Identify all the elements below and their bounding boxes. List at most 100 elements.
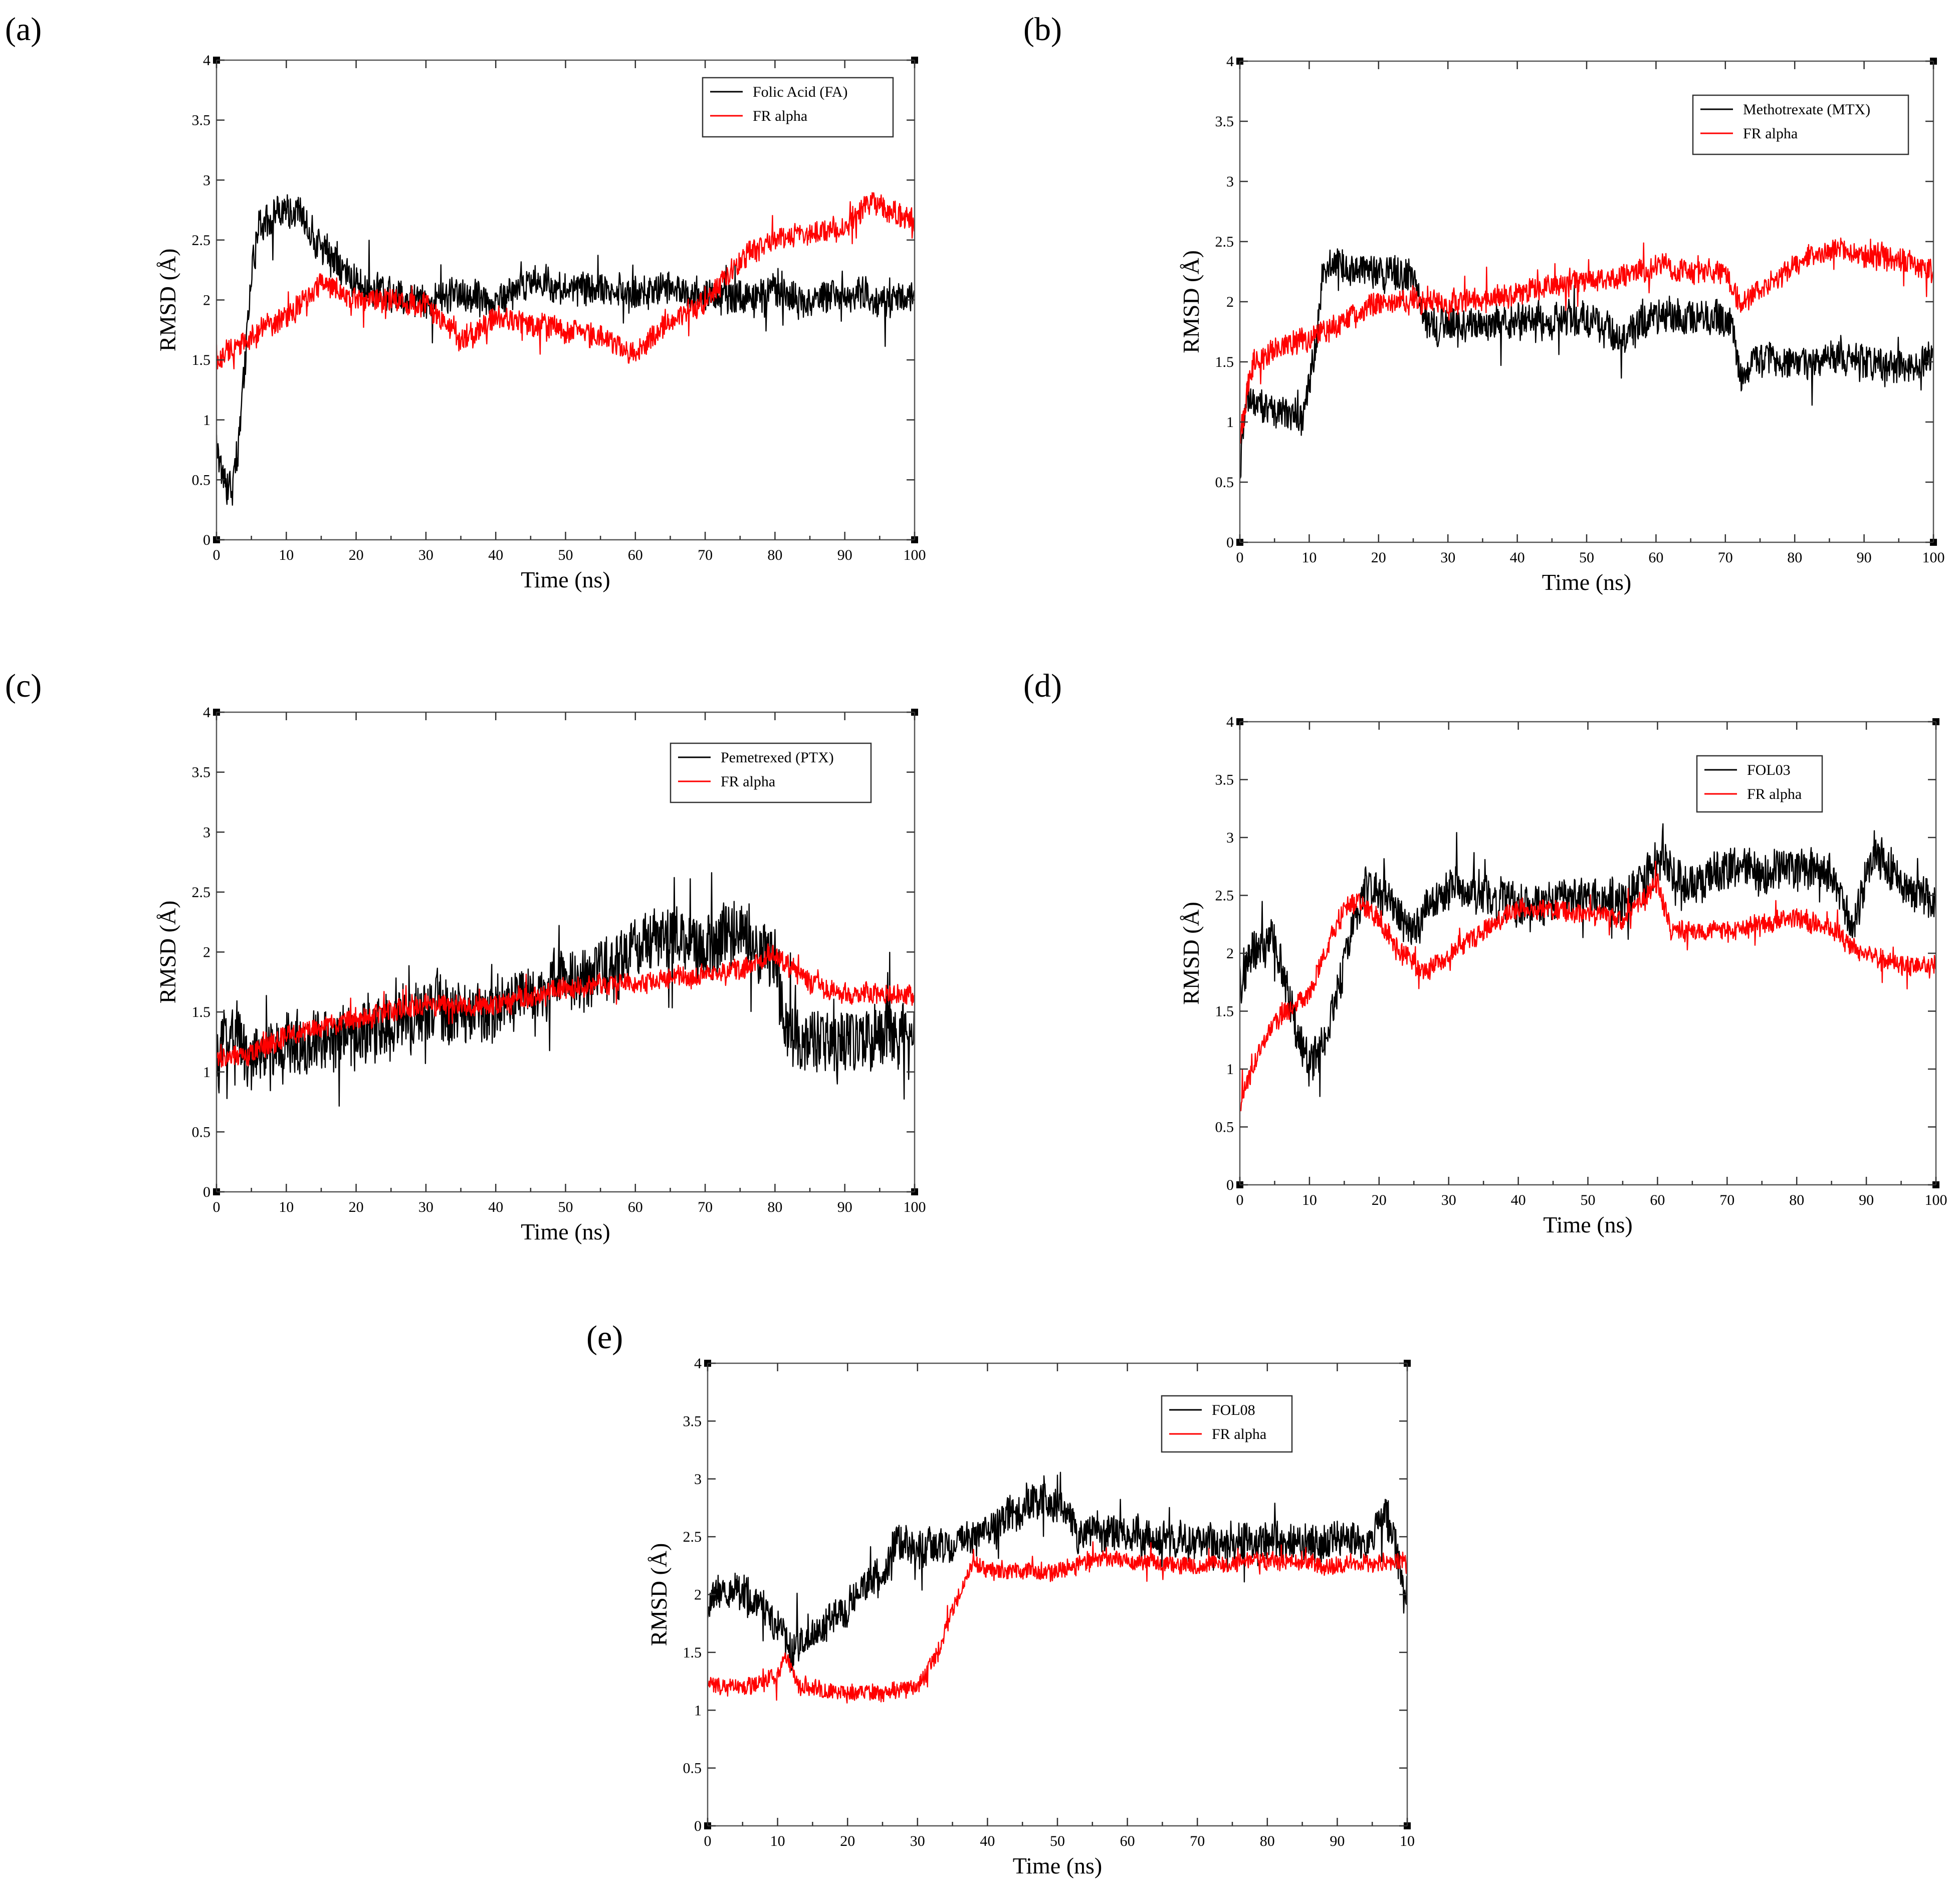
y-tick-label: 3 xyxy=(203,824,210,841)
legend-box xyxy=(670,742,872,803)
x-tick-label: 10 xyxy=(1302,1192,1317,1208)
y-tick-label: 0.5 xyxy=(683,1760,702,1777)
y-tick-label: 2.5 xyxy=(192,884,211,901)
legend-entry: Pemetrexed (PTX) xyxy=(721,749,834,766)
x-tick-label: 40 xyxy=(980,1833,995,1849)
x-tick-label: 100 xyxy=(904,547,926,563)
x-tick-label: 90 xyxy=(1857,549,1872,566)
series-line-ligand xyxy=(708,1472,1407,1671)
y-tick-label: 2.5 xyxy=(192,232,211,249)
y-axis-title: RMSD (Å) xyxy=(155,249,180,352)
chart-panel-2: (b) 0 10 20 30 40 50 60 70 80 90 100 0 0.5 1 1.5 2 2.5 3 3.… xyxy=(1023,11,1945,595)
y-tick-label: 3 xyxy=(694,1471,702,1488)
y-tick-label: 0.5 xyxy=(1215,474,1234,491)
x-tick-label: 0 xyxy=(213,1199,221,1215)
y-tick-label: 2 xyxy=(203,944,210,961)
plot-area xyxy=(1240,823,1936,1112)
x-tick-label: 40 xyxy=(1511,1192,1526,1208)
legend-box xyxy=(702,77,894,138)
panel-label: (b) xyxy=(1023,11,1062,48)
y-tick-label: 1.5 xyxy=(683,1644,702,1661)
y-tick-label: 3.5 xyxy=(192,764,211,781)
legend-entry: FR alpha xyxy=(1743,125,1798,142)
y-tick-label: 1.5 xyxy=(192,1004,211,1020)
legend-entry: FOL08 xyxy=(1212,1402,1255,1418)
legend-entry: FR alpha xyxy=(1212,1426,1266,1442)
y-tick-label: 2.5 xyxy=(1215,234,1234,250)
y-tick-label: 3.5 xyxy=(683,1413,702,1429)
series-line-fr-alpha xyxy=(1240,861,1936,1112)
legend-entry: FR alpha xyxy=(721,773,775,790)
y-tick-label: 2 xyxy=(694,1587,702,1603)
x-tick-label: 0 xyxy=(213,547,221,563)
series-line-fr-alpha xyxy=(708,1541,1407,1704)
y-tick-label: 1 xyxy=(203,1064,210,1081)
legend-entry: Methotrexate (MTX) xyxy=(1743,101,1870,118)
y-tick-label: 3.5 xyxy=(1215,113,1234,130)
x-tick-label: 10 xyxy=(770,1833,785,1849)
y-tick-label: 4 xyxy=(1226,53,1234,70)
y-tick-label: 3 xyxy=(1226,173,1234,190)
x-tick-label: 50 xyxy=(558,1199,573,1215)
y-tick-label: 0 xyxy=(1226,1177,1234,1193)
legend-box xyxy=(1692,94,1909,155)
x-tick-label: 70 xyxy=(1190,1833,1205,1849)
x-tick-label: 50 xyxy=(558,547,573,563)
x-tick-label: 70 xyxy=(1719,1192,1734,1208)
series-line-fr-alpha xyxy=(216,943,915,1068)
x-tick-label: 50 xyxy=(1050,1833,1065,1849)
y-tick-label: 3.5 xyxy=(192,112,211,129)
x-tick-label: 70 xyxy=(698,547,713,563)
x-tick-label: 20 xyxy=(840,1833,855,1849)
series-line-fr-alpha xyxy=(1240,237,1933,444)
x-tick-label: 50 xyxy=(1579,549,1594,566)
x-tick-label: 90 xyxy=(837,1199,852,1215)
x-tick-label: 20 xyxy=(349,1199,364,1215)
panel-label: (c) xyxy=(5,668,42,704)
plot-frame xyxy=(1239,721,1937,1186)
x-tick-label: 70 xyxy=(698,1199,713,1215)
y-axis-title: RMSD (Å) xyxy=(646,1543,672,1646)
legend-box xyxy=(1161,1395,1293,1453)
x-tick-label: 60 xyxy=(628,1199,643,1215)
x-tick-label: 30 xyxy=(1441,1192,1456,1208)
x-tick-label: 20 xyxy=(1372,1192,1387,1208)
y-axis-title: RMSD (Å) xyxy=(155,901,180,1004)
x-tick-label: 40 xyxy=(488,547,503,563)
y-tick-label: 0 xyxy=(694,1818,702,1834)
x-tick-label: 0 xyxy=(1236,549,1244,566)
y-tick-label: 2 xyxy=(1226,945,1234,962)
x-tick-label: 0 xyxy=(1236,1192,1244,1208)
panel-label: (e) xyxy=(586,1319,623,1356)
chart-panel-5: (e)0 10 20 30 40 50 60 70 80 90 1000.511.522.533.5… xyxy=(586,1319,1415,1878)
legend: FOL08 FR alpha xyxy=(1161,1395,1293,1453)
x-tick-label: 60 xyxy=(1648,549,1663,566)
y-tick-label: 2 xyxy=(203,292,210,309)
panel-label: (a) xyxy=(5,11,42,48)
y-tick-label: 4 xyxy=(694,1355,702,1372)
x-tick-label: 90 xyxy=(1859,1192,1874,1208)
series-line-fr-alpha xyxy=(216,192,915,370)
x-tick-label: 10 xyxy=(279,1199,294,1215)
plot-area xyxy=(216,192,915,506)
x-tick-label: 0 xyxy=(704,1833,712,1849)
x-tick-label: 90 xyxy=(837,547,852,563)
x-tick-label: 60 xyxy=(1120,1833,1135,1849)
legend: Pemetrexed (PTX) FR alpha xyxy=(670,742,872,803)
series-line-ligand xyxy=(216,872,915,1107)
y-tick-label: 3 xyxy=(203,172,210,188)
y-tick-label: 4 xyxy=(203,704,210,721)
x-tick-label: 80 xyxy=(767,1199,782,1215)
x-tick-label: 80 xyxy=(1260,1833,1275,1849)
legend-entry: FR alpha xyxy=(1747,786,1802,802)
series-line-ligand xyxy=(1240,248,1933,479)
x-tick-label: 100 xyxy=(1922,549,1945,566)
x-axis-title: Time (ns) xyxy=(1013,1853,1103,1878)
y-tick-label: 1 xyxy=(1226,1061,1234,1078)
plot-frame xyxy=(707,1362,1408,1827)
chart-panel-1: (a) 0 10 20 30 40 50 60 70 80 90 100 0 0.5 1 1.5 2 2.5 3 3.… xyxy=(5,11,926,592)
x-tick-label: 80 xyxy=(1789,1192,1804,1208)
plot-area xyxy=(708,1472,1407,1704)
x-tick-label: 50 xyxy=(1581,1192,1596,1208)
